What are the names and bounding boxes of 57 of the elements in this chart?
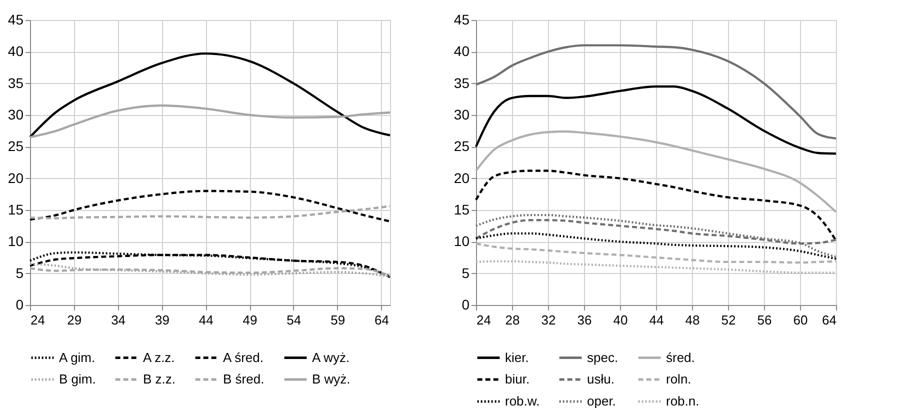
legend-label: spec. (587, 350, 618, 365)
y-tick-label: 30 (454, 106, 470, 122)
legend-label: usłu. (587, 372, 614, 386)
y-tick-label: 0 (16, 296, 24, 312)
x-tick-label: 40 (613, 312, 628, 328)
x-tick-label: 28 (505, 312, 520, 328)
x-tick-label: 60 (793, 312, 808, 328)
y-tick-label: 15 (8, 202, 24, 218)
x-tick-label: 49 (242, 312, 258, 328)
x-tick-label: 44 (649, 312, 664, 328)
legend-label: rob.n. (666, 394, 700, 408)
y-tick-label: 45 (454, 12, 470, 28)
y-tick-label: 5 (462, 264, 470, 281)
y-tick-label: 40 (454, 43, 470, 60)
y-tick-label: 20 (454, 170, 470, 186)
x-tick-label: 48 (685, 312, 700, 328)
legend-label: A śred. (223, 350, 264, 365)
y-tick-label: 25 (454, 138, 470, 154)
y-tick-label: 5 (16, 264, 24, 281)
x-tick-label: 56 (757, 312, 772, 328)
y-tick-label: 25 (8, 138, 24, 154)
x-tick-label: 39 (154, 312, 170, 328)
legend-label: A z.z. (143, 350, 175, 365)
x-tick-label: 32 (541, 312, 556, 328)
y-tick-label: 10 (454, 233, 470, 250)
x-tick-label: 44 (198, 312, 214, 328)
legend-label: A gim. (59, 350, 96, 365)
y-tick-label: 15 (454, 202, 470, 218)
legend-label: B śred. (223, 372, 264, 386)
x-tick-label: 34 (111, 312, 126, 328)
x-tick-label: 29 (67, 312, 82, 328)
x-tick-label: 64 (822, 312, 836, 328)
x-tick-label: 59 (330, 312, 346, 328)
x-tick-label: 54 (286, 312, 302, 328)
legend-label: roln. (666, 372, 692, 386)
legend-label: A wyż. (312, 350, 350, 365)
y-tick-label: 10 (8, 233, 24, 250)
x-tick-label: 24 (30, 312, 45, 328)
legend-label: B wyż. (312, 372, 350, 386)
legend-label: B z.z. (143, 372, 176, 386)
y-tick-label: 30 (8, 106, 24, 122)
legend-label: kier. (505, 350, 529, 365)
x-tick-label: 24 (476, 312, 491, 328)
legend-label: biur. (505, 372, 530, 386)
x-tick-label: 52 (721, 312, 736, 328)
y-tick-label: 0 (462, 296, 470, 312)
y-tick-label: 40 (8, 43, 24, 60)
legend-label: rob.w. (505, 394, 540, 408)
y-tick-label: 35 (454, 74, 470, 91)
x-tick-label: 64 (374, 312, 389, 328)
y-tick-label: 35 (8, 74, 24, 91)
y-tick-label: 20 (8, 170, 24, 186)
x-tick-label: 36 (577, 312, 592, 328)
legend-label: oper. (587, 394, 616, 408)
y-tick-label: 45 (8, 12, 24, 28)
legend-label: B gim. (59, 372, 96, 386)
legend-label: śred. (666, 350, 695, 365)
